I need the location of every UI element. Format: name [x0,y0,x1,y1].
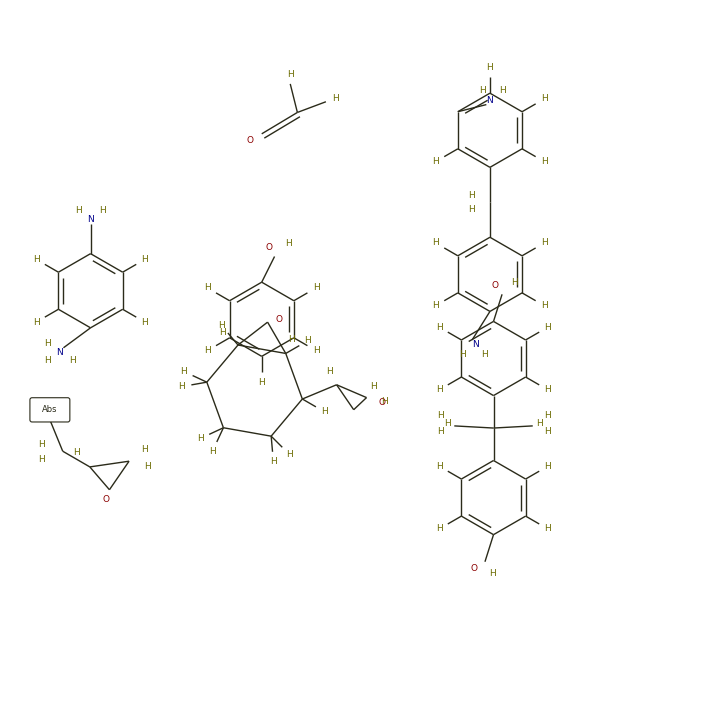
Text: O: O [379,398,386,407]
Text: H: H [544,385,551,394]
Text: H: H [218,320,225,330]
Text: H: H [38,440,44,449]
Text: H: H [38,455,44,465]
Text: H: H [460,350,466,358]
Text: H: H [544,462,551,470]
Text: H: H [142,318,148,327]
Text: H: H [209,447,216,455]
Text: H: H [332,94,339,103]
Text: H: H [100,206,106,215]
Text: H: H [370,381,377,391]
Text: N: N [473,340,479,348]
Text: H: H [141,445,148,455]
Text: H: H [304,336,311,345]
Text: H: H [144,462,151,471]
Text: H: H [33,318,39,327]
Text: H: H [321,407,328,417]
Text: H: H [381,397,388,407]
Text: H: H [432,157,439,166]
Text: H: H [204,283,211,293]
Text: H: H [326,367,333,376]
Text: H: H [437,412,443,420]
Text: H: H [180,367,187,376]
Text: H: H [444,419,450,428]
Text: H: H [287,70,294,79]
Text: H: H [541,157,548,166]
Text: H: H [197,434,203,443]
Text: H: H [541,239,548,247]
Text: H: H [482,350,488,358]
Text: H: H [436,462,442,470]
Text: H: H [436,385,442,394]
Text: H: H [44,356,51,365]
Text: H: H [437,427,443,436]
Text: H: H [432,301,439,310]
Text: H: H [313,346,319,355]
Text: H: H [142,255,148,264]
Text: H: H [543,427,551,436]
Text: H: H [75,206,82,215]
Text: H: H [543,412,551,420]
Text: H: H [44,339,51,348]
Text: H: H [286,239,292,248]
Text: H: H [511,278,518,288]
Text: H: H [541,95,548,103]
Text: H: H [541,301,548,310]
Text: H: H [536,419,543,428]
Text: H: H [436,323,442,332]
FancyBboxPatch shape [30,398,70,422]
Text: H: H [498,86,505,95]
Text: H: H [74,448,80,457]
Text: N: N [57,348,63,356]
Text: H: H [480,86,486,95]
Text: O: O [102,495,110,504]
Text: O: O [266,243,272,252]
Text: H: H [436,524,442,533]
Text: H: H [288,335,295,343]
Text: H: H [313,283,319,293]
Text: O: O [491,281,498,290]
Text: O: O [470,564,477,574]
Text: H: H [489,569,495,578]
Text: H: H [204,346,211,355]
Text: H: H [432,239,439,247]
Text: H: H [468,205,475,214]
Text: H: H [33,255,39,264]
Text: N: N [487,96,493,105]
Text: H: H [468,191,475,199]
Text: H: H [487,63,493,72]
Text: H: H [544,524,551,533]
Text: H: H [270,457,277,466]
Text: H: H [219,328,226,337]
Text: H: H [544,323,551,332]
Text: H: H [286,450,293,459]
Text: H: H [69,356,76,365]
Text: N: N [87,215,94,224]
Text: H: H [178,382,185,391]
Text: O: O [276,315,283,324]
Text: H: H [258,378,265,386]
Text: Abs: Abs [42,405,57,414]
Text: O: O [247,136,253,146]
